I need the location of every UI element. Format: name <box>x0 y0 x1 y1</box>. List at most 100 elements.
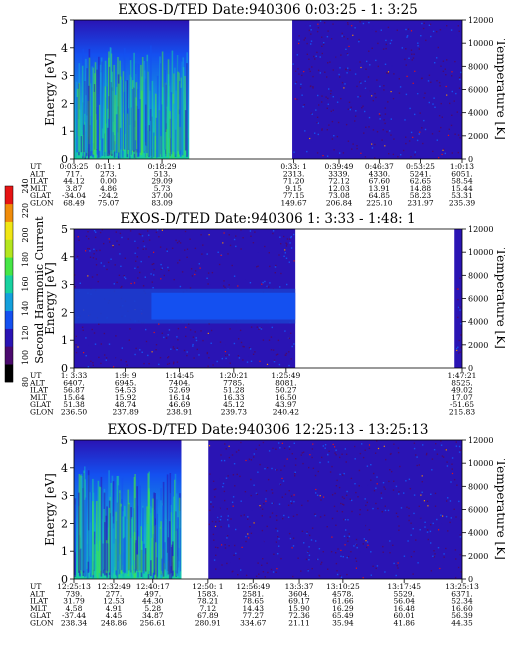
y2-tick-label: 10000 <box>468 248 493 257</box>
noise-speck <box>240 500 242 502</box>
noise-speck <box>430 493 432 495</box>
noise-speck <box>330 38 333 40</box>
y-tick-label: 4 <box>61 462 68 475</box>
noise-speck <box>410 131 413 134</box>
noise-speck <box>306 150 308 153</box>
noise-speck <box>450 539 453 541</box>
noise-speck <box>242 237 244 239</box>
table-cell: 0:53:25 <box>406 162 435 171</box>
table-cell: 7.12 <box>200 604 217 613</box>
noise-speck <box>364 156 367 158</box>
table-cell: 78.65 <box>243 597 265 606</box>
table-cell: 6407. <box>63 378 84 387</box>
noise-speck <box>382 551 384 553</box>
noise-speck <box>324 76 326 79</box>
noise-hot-speck <box>223 232 225 234</box>
noise-speck <box>428 101 430 104</box>
noise-speck <box>186 248 189 250</box>
noise-speck <box>181 326 183 329</box>
noise-speck <box>148 234 150 236</box>
noise-speck <box>417 28 419 30</box>
noise-speck <box>382 545 384 548</box>
noise-speck <box>327 568 329 570</box>
row-label: ILAT <box>30 597 48 606</box>
noise-speck <box>399 86 402 88</box>
data-segment-fade <box>74 20 190 159</box>
noise-speck <box>258 499 260 501</box>
noise-speck <box>389 469 391 471</box>
noise-hot-speck <box>360 66 362 69</box>
noise-speck <box>139 271 141 274</box>
noise-speck <box>176 242 179 244</box>
noise-speck <box>177 327 180 330</box>
noise-speck <box>245 279 247 281</box>
noise-hot-speck <box>220 254 222 256</box>
noise-speck <box>334 443 336 445</box>
noise-speck <box>90 360 92 362</box>
table-cell: 15.92 <box>115 393 137 402</box>
noise-speck <box>201 237 203 240</box>
noise-speck <box>321 52 323 55</box>
noise-speck <box>393 443 395 445</box>
noise-speck <box>335 57 337 59</box>
noise-speck <box>322 23 325 25</box>
noise-speck <box>405 480 407 482</box>
table-cell: 75.07 <box>98 199 120 208</box>
noise-speck <box>430 570 433 572</box>
table-cell: 73.08 <box>328 191 350 200</box>
noise-speck <box>166 250 168 252</box>
noise-speck <box>156 229 159 231</box>
noise-speck <box>365 504 367 507</box>
noise-speck <box>328 88 330 90</box>
table-cell: 41.86 <box>393 619 415 628</box>
noise-speck <box>347 22 349 24</box>
noise-speck <box>178 259 181 261</box>
noise-speck <box>435 563 437 565</box>
noise-speck <box>355 126 357 128</box>
noise-speck <box>160 348 163 351</box>
noise-speck <box>271 467 273 470</box>
noise-speck <box>431 133 434 135</box>
noise-hot-speck <box>340 549 342 551</box>
noise-speck <box>265 490 268 492</box>
noise-speck <box>327 62 329 64</box>
noise-speck <box>176 347 179 349</box>
noise-speck <box>216 566 218 568</box>
noise-speck <box>412 573 414 575</box>
noise-speck <box>223 490 226 493</box>
noise-speck <box>317 69 320 72</box>
noise-hot-speck <box>344 544 346 546</box>
noise-speck <box>92 257 95 259</box>
noise-speck <box>93 248 95 250</box>
noise-speck <box>135 344 138 347</box>
noise-speck <box>204 357 207 360</box>
noise-speck <box>451 468 453 470</box>
noise-speck <box>370 574 372 576</box>
noise-speck <box>371 147 374 149</box>
noise-hot-speck <box>323 496 325 498</box>
table-cell: 8081. <box>275 378 296 387</box>
noise-speck <box>436 139 438 141</box>
noise-speck <box>335 552 337 554</box>
noise-speck <box>384 21 386 24</box>
noise-speck <box>457 298 459 301</box>
noise-speck <box>248 342 250 344</box>
fade-streak <box>123 91 126 150</box>
noise-speck <box>358 477 360 479</box>
noise-speck <box>346 556 348 559</box>
noise-speck <box>87 366 90 368</box>
noise-speck <box>326 129 328 131</box>
noise-speck <box>387 26 390 29</box>
noise-speck <box>129 230 132 232</box>
noise-speck <box>279 483 282 486</box>
noise-speck <box>244 491 247 493</box>
noise-speck <box>127 238 129 240</box>
noise-speck <box>291 543 293 545</box>
noise-speck <box>284 252 286 254</box>
noise-speck <box>233 554 235 556</box>
noise-speck <box>440 65 442 67</box>
noise-speck <box>314 515 317 517</box>
fade-streak <box>175 90 177 155</box>
noise-speck <box>300 454 302 456</box>
